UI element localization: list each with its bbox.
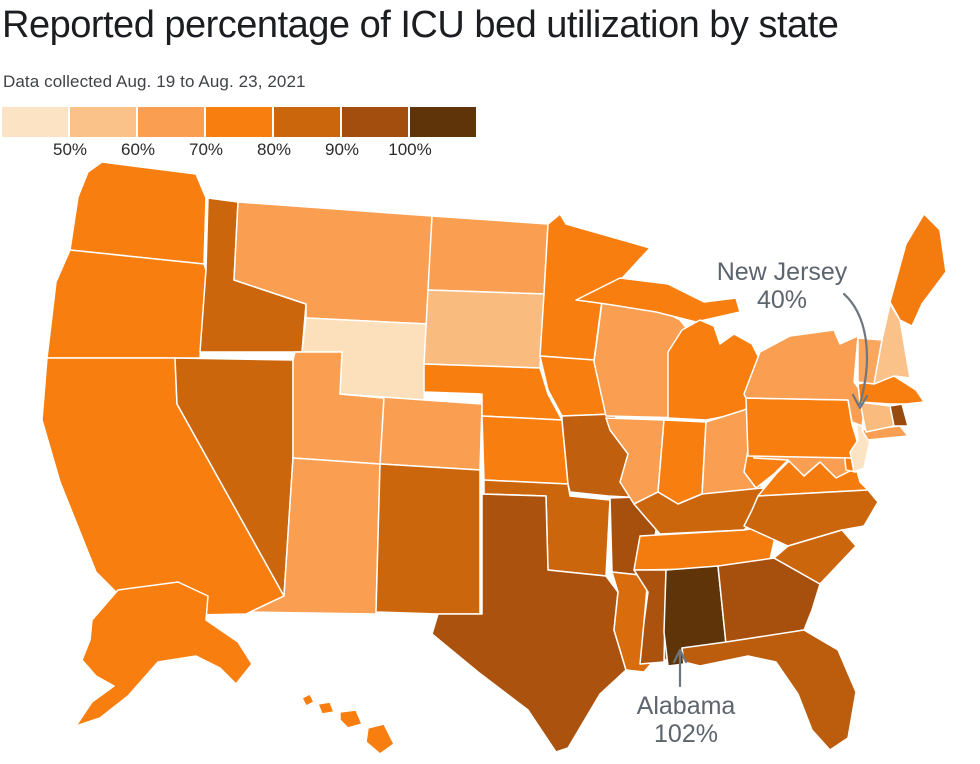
legend-swatch-3 xyxy=(206,107,272,137)
state-ny xyxy=(743,329,867,427)
state-mi xyxy=(575,277,741,323)
state-hi xyxy=(317,701,335,715)
legend-swatch-2 xyxy=(138,107,204,137)
state-pa xyxy=(745,397,859,459)
annotation-new-jersey-arrowhead xyxy=(851,393,869,410)
legend-tick-label-4: 90% xyxy=(324,140,360,159)
legend: 50% 60% 70% 80% 90% 100% xyxy=(2,107,482,160)
annotation-new-jersey-arrow xyxy=(842,292,869,406)
state-sc xyxy=(773,529,857,585)
state-sd xyxy=(423,289,545,369)
state-hi xyxy=(339,709,363,729)
annotation-alabama-label: Alabama xyxy=(637,692,736,720)
chart-title: Reported percentage of ICU bed utilizati… xyxy=(2,4,839,46)
legend-swatch-6 xyxy=(410,107,476,137)
legend-tick-label-1: 60% xyxy=(120,140,156,159)
annotation-alabama-value: 102% xyxy=(654,720,718,748)
annotation-new-jersey-label: New Jersey xyxy=(717,258,848,286)
state-nh xyxy=(873,303,911,385)
state-ri xyxy=(889,403,909,427)
state-hi xyxy=(301,693,315,707)
legend-tick-label-5: 100% xyxy=(388,140,432,159)
legend-tick-label-3: 80% xyxy=(256,140,292,159)
legend-tick-label-0: 50% xyxy=(52,140,88,159)
state-hi xyxy=(365,723,395,755)
annotation-alabama: Alabama 102% xyxy=(637,648,736,748)
state-in xyxy=(657,419,707,505)
state-fl xyxy=(681,629,857,751)
legend-tick-label-2: 70% xyxy=(188,140,224,159)
state-wa xyxy=(69,161,207,265)
state-az xyxy=(249,457,381,615)
annotation-new-jersey-value: 40% xyxy=(757,286,807,314)
legend-swatches xyxy=(2,107,482,137)
us-choropleth-map: New Jersey 40% Alabama 102% xyxy=(41,161,947,755)
state-nm xyxy=(375,463,481,615)
legend-swatch-5 xyxy=(342,107,408,137)
state-ak xyxy=(75,581,253,727)
chart-subtitle: Data collected Aug. 19 to Aug. 23, 2021 xyxy=(3,72,306,91)
state-ks xyxy=(481,415,569,485)
states-layer xyxy=(41,161,947,755)
legend-swatch-1 xyxy=(70,107,136,137)
state-tn xyxy=(633,523,779,571)
state-me xyxy=(889,213,947,327)
annotation-alabama-arrowhead xyxy=(672,648,688,664)
state-nd xyxy=(427,215,549,295)
legend-swatch-4 xyxy=(274,107,340,137)
annotation-new-jersey: New Jersey 40% xyxy=(717,258,869,410)
state-ct xyxy=(859,401,895,433)
state-or xyxy=(46,249,207,359)
legend-labels: 50% 60% 70% 80% 90% 100% xyxy=(2,140,482,160)
legend-swatch-0 xyxy=(2,107,68,137)
state-tx xyxy=(431,493,627,753)
